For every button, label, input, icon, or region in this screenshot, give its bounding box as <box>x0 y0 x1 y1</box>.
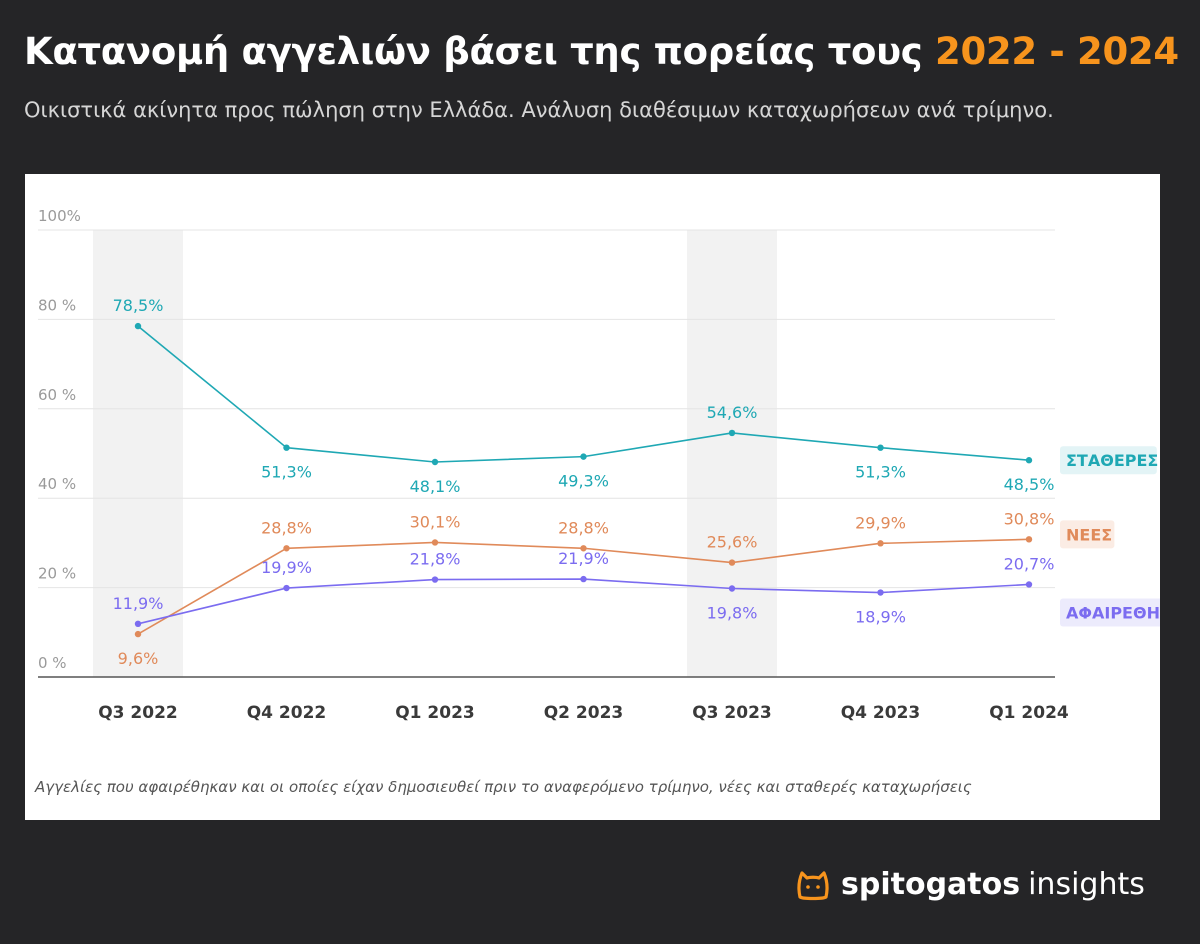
y-tick-label: 80 % <box>38 296 76 314</box>
data-label-removed: 20,7% <box>1004 554 1055 573</box>
x-tick-label: Q1 2023 <box>395 703 475 723</box>
data-point-removed <box>134 620 142 628</box>
line-chart: 100% 80 % 60 % 40 % 20 % 0 % Q3 2022 Q4 2022 Q1 … <box>38 207 1160 723</box>
data-point-stable <box>877 444 884 451</box>
data-point-new <box>580 545 587 552</box>
brand-suffix: insights <box>1028 866 1145 902</box>
chart-card: 100% 80 % 60 % 40 % 20 % 0 % Q3 2022 Q4 2022 Q1 … <box>25 174 1160 820</box>
data-label-new: 30,1% <box>410 512 461 531</box>
data-label-stable: 54,6% <box>707 403 758 422</box>
data-label-stable: 51,3% <box>855 463 906 482</box>
data-point-new <box>728 559 736 566</box>
data-point-new <box>877 540 884 547</box>
data-label-stable: 51,3% <box>261 463 312 482</box>
data-label-stable: 78,5% <box>113 296 164 315</box>
y-tick-label: 0 % <box>38 654 67 672</box>
data-point-removed <box>1025 581 1033 588</box>
page-title: Κατανομή αγγελιών βάσει της πορείας τους… <box>24 30 1179 73</box>
x-tick-label: Q4 2023 <box>841 703 921 723</box>
highlight-band <box>93 230 183 677</box>
data-point-removed <box>431 576 439 583</box>
data-point-new <box>283 545 290 552</box>
data-point-stable <box>728 429 736 437</box>
data-label-new: 25,6% <box>707 533 758 552</box>
data-point-new <box>1025 536 1033 543</box>
y-tick-label: 20 % <box>38 565 76 583</box>
x-tick-label: Q3 2022 <box>98 703 178 723</box>
x-tick-label: Q3 2023 <box>692 703 772 723</box>
legend-tag-bg-new <box>1060 520 1115 549</box>
data-label-removed: 11,9% <box>113 594 164 613</box>
data-point-new <box>134 630 142 638</box>
legend-tag-bg-removed <box>1060 598 1160 627</box>
data-point-stable <box>1025 457 1033 464</box>
x-tick-label: Q2 2023 <box>544 703 624 723</box>
data-label-stable: 48,1% <box>410 477 461 496</box>
data-point-removed <box>580 575 587 583</box>
data-point-removed <box>283 584 290 592</box>
x-tick-label: Q4 2022 <box>247 703 327 723</box>
legend-label-removed: ΑΦΑΙΡΕΘΗΚΑΝ <box>1066 603 1160 622</box>
cat-outline-icon <box>797 871 829 901</box>
legend-tag-bg-stable <box>1060 446 1157 475</box>
data-label-removed: 18,9% <box>855 608 906 627</box>
data-label-new: 30,8% <box>1004 509 1055 528</box>
page-subtitle: Οικιστικά ακίνητα προς πώληση στην Ελλάδ… <box>24 98 1054 122</box>
data-label-stable: 49,3% <box>558 472 609 491</box>
data-point-stable <box>431 458 439 466</box>
data-label-removed: 19,9% <box>261 558 312 577</box>
data-point-removed <box>728 585 736 592</box>
data-label-removed: 21,8% <box>410 550 461 569</box>
data-point-stable <box>283 444 290 451</box>
title-accent: 2022 - 2024 <box>935 30 1179 73</box>
data-label-new: 28,8% <box>558 518 609 537</box>
y-tick-label: 100% <box>38 207 81 225</box>
data-label-removed: 21,9% <box>558 549 609 568</box>
data-label-stable: 48,5% <box>1004 475 1055 494</box>
y-tick-label: 40 % <box>38 475 76 493</box>
highlight-band <box>687 230 777 677</box>
data-label-new: 28,8% <box>261 518 312 537</box>
data-label-new: 29,9% <box>855 513 906 532</box>
data-point-stable <box>134 322 142 330</box>
data-point-removed <box>877 589 884 596</box>
data-point-new <box>431 539 439 546</box>
brand-logo: spitogatos insights <box>795 862 1145 906</box>
data-label-new: 9,6% <box>118 649 159 668</box>
legend-label-stable: ΣΤΑΘΕΡΕΣ <box>1066 451 1158 470</box>
series-line-stable <box>137 325 1030 463</box>
legend-label-new: ΝΕΕΣ <box>1066 525 1112 544</box>
data-label-removed: 19,8% <box>707 603 758 622</box>
chart-footnote: Αγγελίες που αφαιρέθηκαν και οι οποίες ε… <box>35 778 972 796</box>
data-point-stable <box>580 453 587 460</box>
brand-name: spitogatos <box>841 866 1021 902</box>
x-tick-label: Q1 2024 <box>989 703 1069 723</box>
title-main: Κατανομή αγγελιών βάσει της πορείας τους <box>24 30 923 73</box>
y-tick-label: 60 % <box>38 386 76 404</box>
